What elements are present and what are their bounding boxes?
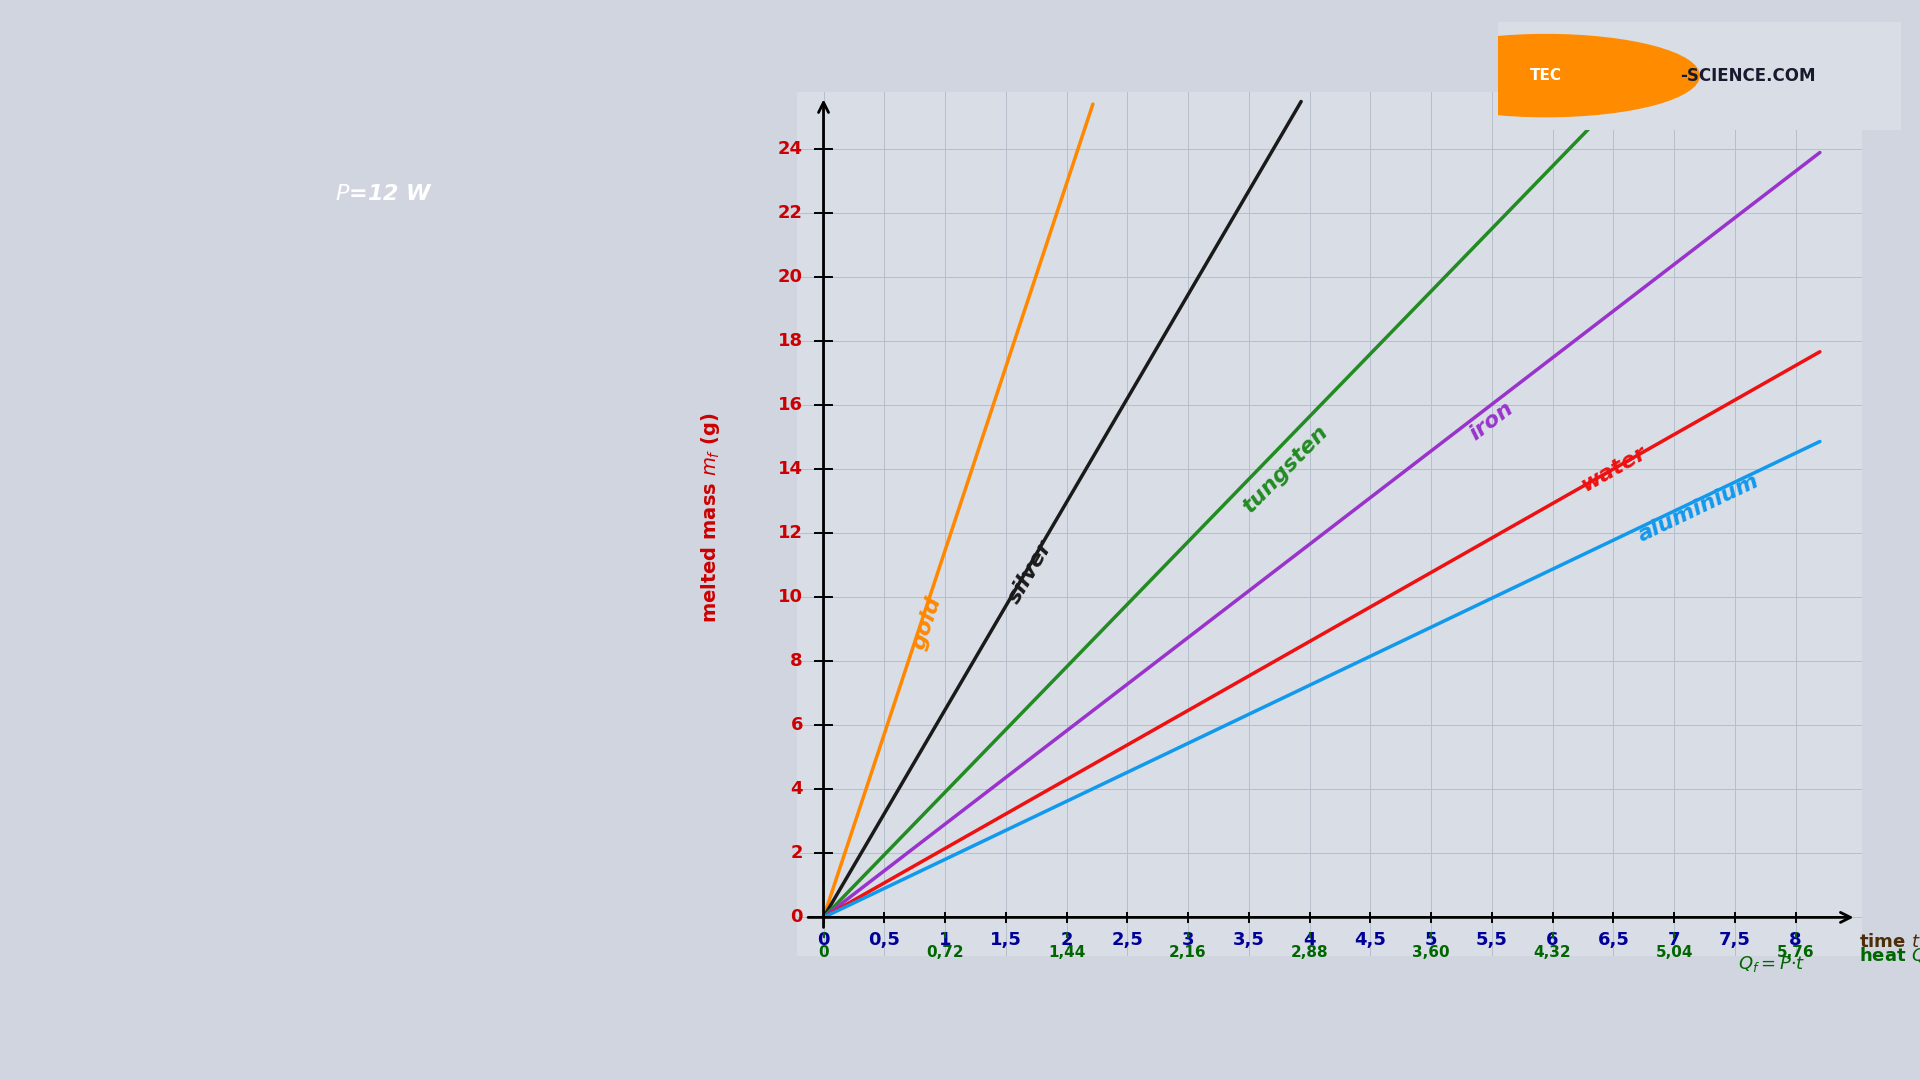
Text: 6: 6 xyxy=(1546,931,1559,949)
Text: TEC: TEC xyxy=(1530,68,1563,83)
Text: 20: 20 xyxy=(778,269,803,286)
Text: melted mass $m_f$ (g): melted mass $m_f$ (g) xyxy=(699,413,722,622)
Circle shape xyxy=(1392,35,1699,117)
Text: 10: 10 xyxy=(778,589,803,606)
Text: 2,16: 2,16 xyxy=(1169,945,1208,960)
Text: 3: 3 xyxy=(1183,931,1194,949)
Text: iron: iron xyxy=(1467,399,1517,445)
Text: 4,5: 4,5 xyxy=(1354,931,1386,949)
Text: 0: 0 xyxy=(818,931,829,949)
Text: 7: 7 xyxy=(1668,931,1680,949)
Text: -SCIENCE.COM: -SCIENCE.COM xyxy=(1680,67,1814,84)
Text: time $t$ (min): time $t$ (min) xyxy=(1859,931,1920,950)
Text: 2: 2 xyxy=(1060,931,1073,949)
Text: 24: 24 xyxy=(778,140,803,159)
Text: 1: 1 xyxy=(939,931,950,949)
Text: 12: 12 xyxy=(778,525,803,542)
Text: 4,32: 4,32 xyxy=(1534,945,1571,960)
Text: 8: 8 xyxy=(791,652,803,671)
Text: 0,72: 0,72 xyxy=(925,945,964,960)
Text: gold: gold xyxy=(908,594,945,652)
Text: 16: 16 xyxy=(778,396,803,415)
Text: 2,5: 2,5 xyxy=(1112,931,1142,949)
Text: heat $Q_f$ (kJ): heat $Q_f$ (kJ) xyxy=(1859,945,1920,967)
Text: silver: silver xyxy=(1004,537,1056,607)
Text: 8: 8 xyxy=(1789,931,1801,949)
Text: 18: 18 xyxy=(778,333,803,350)
Text: 5: 5 xyxy=(1425,931,1438,949)
Text: 22: 22 xyxy=(778,204,803,222)
Text: 4: 4 xyxy=(1304,931,1315,949)
Text: 6,5: 6,5 xyxy=(1597,931,1630,949)
Text: 5,76: 5,76 xyxy=(1776,945,1814,960)
Text: 0: 0 xyxy=(791,908,803,927)
Text: 0: 0 xyxy=(818,945,829,960)
Text: 7,5: 7,5 xyxy=(1718,931,1751,949)
Text: 6: 6 xyxy=(791,716,803,734)
Text: 1,5: 1,5 xyxy=(991,931,1021,949)
Text: 5,5: 5,5 xyxy=(1476,931,1507,949)
Text: $P$=12 W: $P$=12 W xyxy=(334,185,434,204)
Text: 4: 4 xyxy=(791,781,803,798)
Text: tungsten: tungsten xyxy=(1238,422,1332,517)
Text: aluminium: aluminium xyxy=(1634,471,1763,545)
Text: water: water xyxy=(1576,443,1649,496)
Text: 2,88: 2,88 xyxy=(1290,945,1329,960)
Text: 0,5: 0,5 xyxy=(868,931,900,949)
Text: 2: 2 xyxy=(791,845,803,863)
Text: $Q_f = P{\cdot}t$: $Q_f = P{\cdot}t$ xyxy=(1738,955,1805,974)
Text: 14: 14 xyxy=(778,460,803,478)
Text: 3,5: 3,5 xyxy=(1233,931,1265,949)
Text: 5,04: 5,04 xyxy=(1655,945,1693,960)
Text: 3,60: 3,60 xyxy=(1413,945,1450,960)
Text: 1,44: 1,44 xyxy=(1048,945,1085,960)
